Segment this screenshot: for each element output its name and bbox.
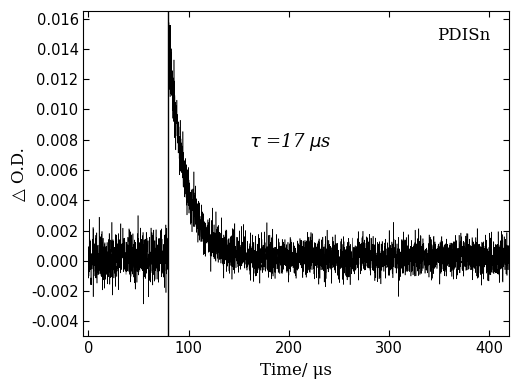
Text: PDISn: PDISn <box>437 27 490 44</box>
Y-axis label: △ O.D.: △ O.D. <box>11 147 28 201</box>
Text: $\tau$ =17 $\mu$s: $\tau$ =17 $\mu$s <box>249 131 331 153</box>
X-axis label: Time/ μs: Time/ μs <box>260 362 332 379</box>
